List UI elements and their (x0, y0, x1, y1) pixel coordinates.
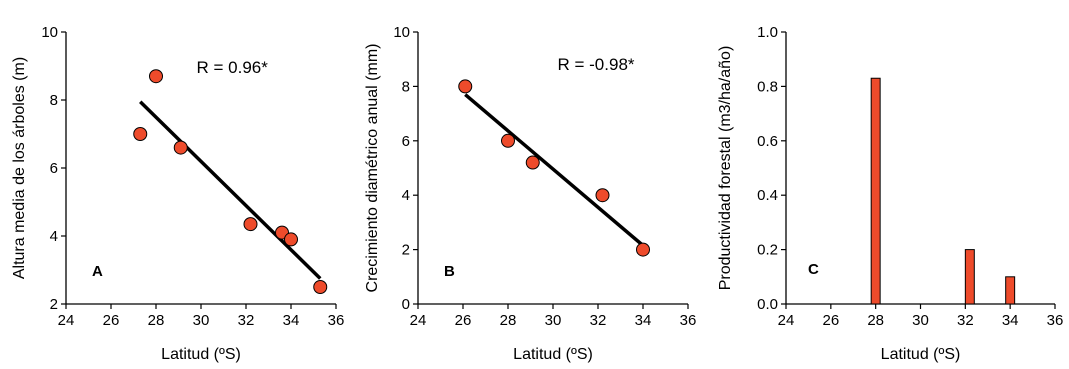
regression-line (464, 93, 645, 247)
x-tick-label: 26 (822, 312, 839, 329)
y-tick-label: 0 (402, 296, 410, 313)
x-tick-label: 30 (545, 312, 562, 329)
y-tick-label: 8 (50, 92, 58, 109)
x-tick-label: 24 (778, 312, 795, 329)
data-point (501, 133, 515, 148)
data-point (313, 280, 328, 294)
data-point (149, 69, 163, 84)
x-tick-label: 36 (680, 312, 697, 329)
data-point (243, 217, 258, 232)
data-point (458, 79, 473, 94)
data-point (525, 155, 540, 170)
y-tick-label: 6 (402, 133, 410, 150)
x-tick-label: 36 (1047, 312, 1064, 329)
x-axis-title: Latitud (ºS) (513, 346, 593, 363)
y-tick-label: 0.6 (757, 133, 778, 150)
y-tick-label: 10 (393, 24, 410, 41)
y-tick-label: 2 (402, 242, 410, 259)
x-tick-label: 26 (455, 312, 472, 329)
x-tick-label: 28 (867, 312, 884, 329)
y-tick-label: 2 (50, 296, 58, 313)
data-point (595, 188, 610, 203)
panel-label: B (444, 263, 455, 280)
panel-c: 24 26 28 30 32 34 36 0.0 0.2 0.4 0.6 0.8 1.0 Latitud … (717, 24, 1063, 363)
y-tick-label: 1.0 (757, 24, 778, 41)
x-tick-label: 32 (238, 312, 255, 329)
x-tick-label: 32 (957, 312, 974, 329)
x-axis-title: Latitud (ºS) (161, 346, 241, 363)
y-tick-label: 0.0 (757, 296, 778, 313)
y-tick-label: 0.4 (757, 187, 778, 204)
regression-line (139, 100, 322, 280)
bar (964, 249, 975, 305)
y-tick-label: 0.8 (757, 78, 778, 95)
x-tick-label: 30 (912, 312, 929, 329)
panel-label: A (92, 263, 103, 280)
y-axis-title: Productividad forestal (m3/ha/año) (717, 46, 734, 291)
data-point (636, 242, 650, 257)
x-tick-label: 30 (193, 312, 210, 329)
x-tick-label: 24 (58, 312, 75, 329)
y-axis-title: Altura media de los árboles (m) (11, 57, 28, 279)
data-point (173, 140, 188, 155)
panel-label: C (808, 261, 819, 278)
x-tick-label: 32 (590, 312, 607, 329)
x-tick-label: 28 (500, 312, 517, 329)
x-tick-label: 26 (103, 312, 120, 329)
y-tick-label: 8 (402, 78, 410, 95)
correlation-annotation: R = -0.98* (558, 55, 635, 74)
y-tick-label: 4 (402, 187, 410, 204)
bar (1005, 276, 1016, 305)
x-tick-label: 34 (635, 312, 652, 329)
x-tick-label: 28 (148, 312, 165, 329)
y-tick-label: 6 (50, 160, 58, 177)
x-tick-label: 36 (328, 312, 345, 329)
y-axis-title: Crecimiento diamétrico anual (mm) (364, 44, 381, 293)
y-tick-label: 0.2 (757, 242, 778, 259)
bar (870, 77, 881, 305)
y-tick-label: 10 (41, 24, 58, 41)
y-tick-label: 4 (50, 228, 58, 245)
data-point (284, 232, 298, 247)
x-tick-label: 24 (410, 312, 427, 329)
data-point (133, 127, 148, 141)
x-axis-title: Latitud (ºS) (881, 346, 961, 363)
x-tick-label: 34 (1002, 312, 1019, 329)
x-tick-label: 34 (283, 312, 300, 329)
correlation-annotation: R = 0.96* (197, 58, 269, 77)
